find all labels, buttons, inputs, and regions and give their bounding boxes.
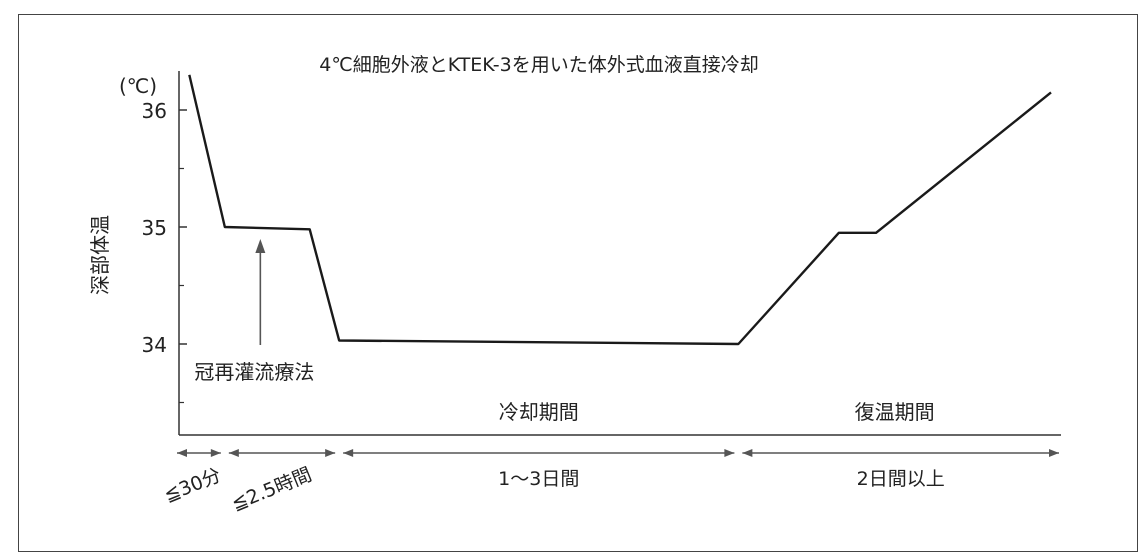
duration-label: ≦2.5時間 bbox=[229, 463, 315, 515]
chart-figure: 4℃細胞外液とKTEK-3を用いた体外式血液直接冷却 (℃) 深部体温 34 35… bbox=[18, 14, 1138, 552]
y-axis-label: 深部体温 bbox=[88, 215, 112, 295]
duration-arrow-head-right bbox=[210, 449, 221, 457]
duration-label: 1～3日間 bbox=[498, 468, 579, 490]
line-chart: 4℃細胞外液とKTEK-3を用いた体外式血液直接冷却 (℃) 深部体温 34 35… bbox=[88, 54, 1061, 515]
duration-arrow-head-right bbox=[325, 449, 336, 457]
annotation-arrow-head bbox=[255, 239, 266, 253]
y-tick-label: 36 bbox=[142, 99, 167, 123]
duration-arrow-head-left bbox=[343, 449, 354, 457]
duration-arrow-head-left bbox=[177, 449, 187, 457]
phase-label: 復温期間 bbox=[855, 400, 935, 424]
duration-arrow-head-right bbox=[1049, 449, 1059, 457]
y-tick-label: 34 bbox=[142, 333, 167, 357]
annotation-label: 冠再灌流療法 bbox=[194, 360, 314, 384]
chart-title: 4℃細胞外液とKTEK-3を用いた体外式血液直接冷却 bbox=[319, 54, 758, 76]
series-line bbox=[188, 74, 1052, 346]
duration-label: ≦30分 bbox=[161, 464, 224, 507]
duration-arrow-head-right bbox=[724, 449, 735, 457]
y-tick-label: 35 bbox=[142, 216, 167, 240]
duration-arrow-head-left bbox=[228, 449, 239, 457]
duration-label: 2日間以上 bbox=[857, 468, 945, 490]
duration-arrow-head-left bbox=[742, 449, 753, 457]
phase-label: 冷却期間 bbox=[499, 400, 579, 424]
y-axis-unit: (℃) bbox=[119, 74, 157, 98]
